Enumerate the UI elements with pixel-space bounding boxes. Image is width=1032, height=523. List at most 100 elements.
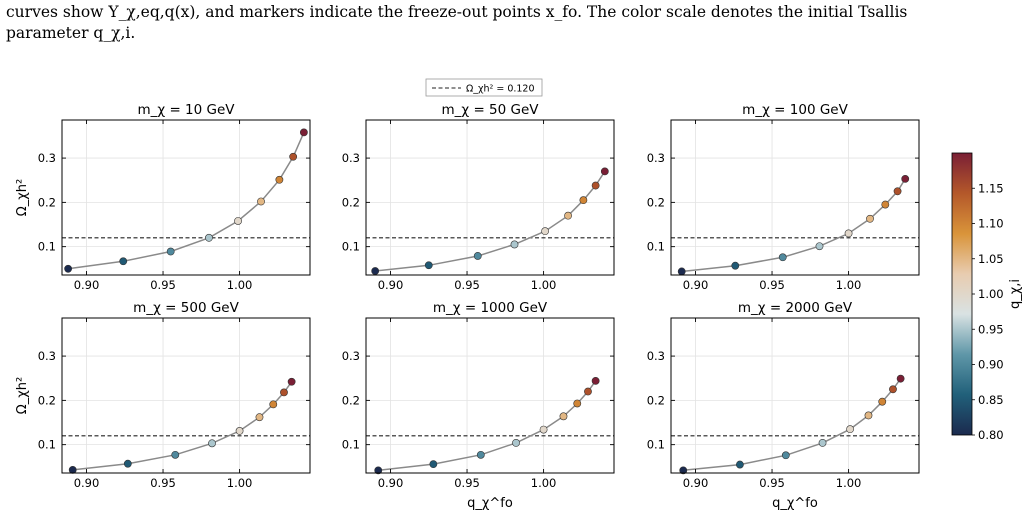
y-tick-label: 0.1: [342, 438, 360, 452]
y-tick-label: 0.1: [38, 240, 56, 254]
panel-title: m_χ = 1000 GeV: [433, 300, 548, 316]
colorbar-label: q_χ,i: [1008, 279, 1023, 309]
plot-frame: [61, 317, 311, 474]
series-line: [683, 378, 902, 472]
legend-box: [425, 78, 543, 97]
data-point: [510, 240, 519, 249]
data-point: [257, 197, 265, 206]
x-tick-label: 0.90: [378, 278, 404, 292]
data-point: [889, 385, 897, 394]
data-point: [289, 152, 298, 161]
data-point: [539, 425, 548, 434]
plot-frame: [670, 119, 920, 276]
colorbar-tick-label: 1.05: [978, 252, 1004, 266]
plot-frame: [365, 317, 615, 474]
colorbar: 0.80 0.85 0.90 0.95 1.00 1.05 1.10 1.15 q_χ,i: [951, 152, 1023, 442]
data-point: [866, 214, 874, 223]
figure-caption: curves show Y_χ,eq,q(x), and markers ind…: [6, 2, 1026, 44]
colorbar-tick-label: 0.90: [978, 358, 1004, 372]
data-point: [893, 187, 902, 196]
data-point: [815, 242, 824, 251]
data-point: [731, 261, 740, 270]
x-tick-label: 1.00: [227, 476, 253, 490]
plot-frame: [61, 119, 311, 276]
panels: 0.90 0.95 1.00 0.1 0.2 0.3 m_χ = 10 GeV Ω_χh² 0.…: [15, 102, 920, 511]
panel: 0.90 0.95 1.00 0.1 0.2 0.3 m_χ = 1000 GeV q_χ^f…: [342, 300, 615, 511]
data-point: [429, 460, 438, 469]
x-tick-label: 0.90: [378, 476, 404, 490]
colorbar-tick-label: 1.10: [978, 217, 1004, 231]
data-point: [591, 376, 600, 385]
x-tick-label: 1.00: [836, 278, 862, 292]
data-point: [564, 211, 572, 220]
data-point: [600, 167, 609, 176]
y-axis-label: Ω_χh²: [15, 377, 30, 414]
x-tick-label: 1.00: [531, 476, 557, 490]
series-line: [67, 132, 305, 270]
colorbar-bar: [951, 152, 973, 436]
data-point: [881, 200, 890, 209]
y-tick-label: 0.2: [342, 393, 360, 407]
data-point: [541, 227, 550, 236]
data-point: [591, 181, 600, 190]
x-tick-label: 0.95: [150, 278, 176, 292]
panel-title: m_χ = 500 GeV: [133, 300, 239, 316]
data-point: [901, 174, 910, 183]
data-point: [119, 257, 128, 266]
caption-line-2: parameter q_χ,i.: [6, 24, 136, 42]
data-point: [255, 413, 264, 422]
panel-title: m_χ = 100 GeV: [742, 102, 848, 118]
data-point: [166, 247, 175, 256]
y-tick-label: 0.1: [647, 438, 665, 452]
y-tick-label: 0.3: [647, 349, 665, 363]
panel: 0.90 0.95 1.00 0.1 0.2 0.3 m_χ = 10 GeV Ω_χh²: [15, 102, 311, 292]
plot-frame: [365, 119, 615, 276]
y-tick-label: 0.2: [342, 195, 360, 209]
y-tick-label: 0.3: [38, 151, 56, 165]
data-point: [579, 196, 588, 205]
x-tick-label: 0.90: [74, 278, 100, 292]
panel-title: m_χ = 10 GeV: [137, 102, 235, 118]
y-tick-label: 0.1: [647, 240, 665, 254]
data-point: [818, 438, 827, 447]
data-point: [123, 459, 132, 468]
x-tick-label: 1.00: [836, 476, 862, 490]
caption-line-1: curves show Y_χ,eq,q(x), and markers ind…: [6, 3, 908, 21]
y-axis-label: Ω_χh²: [15, 179, 30, 216]
series-line: [375, 170, 606, 272]
x-tick-label: 0.90: [74, 476, 100, 490]
data-point: [844, 229, 853, 238]
y-tick-label: 0.2: [647, 195, 665, 209]
data-point: [280, 388, 288, 397]
data-point: [208, 439, 216, 448]
panel: 0.90 0.95 1.00 0.1 0.2 0.3 m_χ = 100 GeV: [647, 102, 920, 292]
series-line: [681, 178, 906, 273]
y-tick-label: 0.2: [647, 393, 665, 407]
y-tick-label: 0.1: [38, 438, 56, 452]
y-tick-label: 0.3: [342, 151, 360, 165]
data-point: [677, 267, 686, 276]
legend: Ω_χh² = 0.120: [425, 78, 543, 97]
x-tick-label: 0.95: [150, 476, 176, 490]
data-point: [205, 233, 213, 242]
x-tick-label: 0.95: [759, 278, 785, 292]
data-point: [512, 438, 520, 447]
panel: 0.90 0.95 1.00 0.1 0.2 0.3 m_χ = 2000 GeV q_χ^f…: [647, 300, 920, 511]
colorbar-tick-label: 1.00: [978, 287, 1004, 301]
panel: 0.90 0.95 1.00 0.1 0.2 0.3 m_χ = 50 GeV: [342, 102, 615, 292]
x-tick-label: 1.00: [531, 278, 557, 292]
data-point: [171, 450, 180, 459]
colorbar-tick-label: 0.95: [978, 322, 1004, 336]
data-point: [679, 466, 688, 475]
data-point: [371, 267, 380, 275]
data-point: [781, 451, 790, 460]
data-point: [864, 411, 873, 420]
series-line: [378, 380, 597, 472]
x-tick-label: 0.95: [454, 278, 480, 292]
data-point: [68, 465, 77, 474]
x-tick-label: 1.00: [227, 278, 253, 292]
data-point: [424, 261, 433, 270]
data-point: [559, 412, 568, 421]
data-point: [735, 460, 744, 469]
